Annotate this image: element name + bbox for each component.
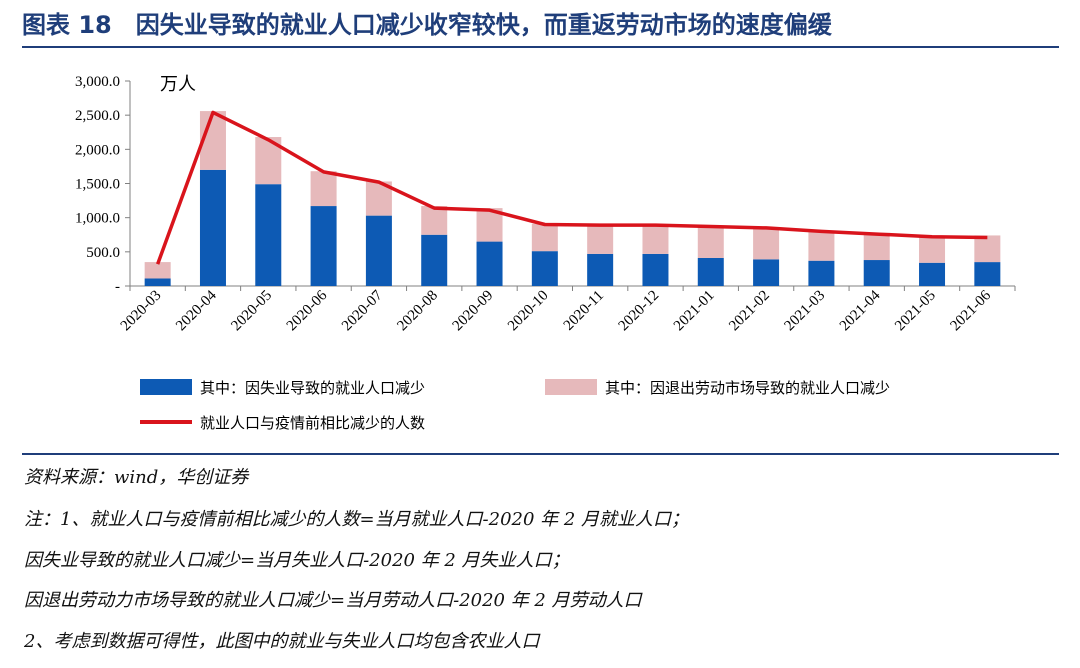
bar-exit <box>587 225 614 254</box>
x-tick-label: 2021-05 <box>892 288 939 335</box>
y-unit-label: 万人 <box>160 74 196 95</box>
x-tick-label: 2020-03 <box>118 288 165 335</box>
title-rule <box>22 46 1059 48</box>
bar-exit <box>919 237 946 263</box>
legend-line-label: 就业人口与疫情前相比减少的人数 <box>200 414 425 432</box>
x-tick-label: 2020-09 <box>450 288 497 335</box>
note-1: 注：1、就业人口与疫情前相比减少的人数=当月就业人口-2020 年 2 月就业人… <box>24 509 690 530</box>
bar-exit <box>697 227 724 258</box>
chart-line-layer <box>156 110 988 265</box>
legend-exit-label: 其中：因退出劳动市场导致的就业人口减少 <box>605 379 890 397</box>
bar-unemployment <box>642 253 669 286</box>
bar-exit <box>531 223 558 252</box>
y-tick-label: 2,000.0 <box>75 142 120 158</box>
bar-unemployment <box>808 260 835 286</box>
figure-title: 图表 18 因失业导致的就业人口减少收窄较快，而重返劳动市场的速度偏缓 <box>22 11 832 39</box>
x-tick-label: 2020-05 <box>228 288 275 335</box>
x-tick-label: 2020-08 <box>394 288 441 335</box>
bar-unemployment <box>697 257 724 286</box>
bar-exit <box>863 232 890 261</box>
bar-unemployment <box>863 260 890 286</box>
legend-unemployment-label: 其中：因失业导致的就业人口减少 <box>200 379 425 397</box>
x-tick-label: 2021-04 <box>837 287 884 334</box>
bar-unemployment <box>255 184 282 286</box>
bar-unemployment <box>531 251 558 286</box>
y-tick-label: - <box>115 279 120 295</box>
x-tick-label: 2021-03 <box>782 288 829 335</box>
x-tick-label: 2020-06 <box>284 287 331 334</box>
note-2: 因失业导致的就业人口减少=当月失业人口-2020 年 2 月失业人口； <box>24 550 570 571</box>
y-tick-label: 2,500.0 <box>75 108 120 124</box>
chart-legend: 其中：因失业导致的就业人口减少 其中：因退出劳动市场导致的就业人口减少就业人口与疫… <box>140 379 890 432</box>
bar-unemployment <box>753 259 780 286</box>
line-employment-decrease <box>156 110 988 265</box>
bar-exit <box>642 225 669 254</box>
x-tick-label: 2020-10 <box>505 288 552 335</box>
bar-unemployment <box>587 253 614 286</box>
bar-exit <box>421 206 448 235</box>
y-tick-label: 500.0 <box>86 245 120 261</box>
bar-exit <box>310 171 337 207</box>
chart-bars <box>144 111 1001 286</box>
bar-unemployment <box>421 234 448 286</box>
source-note: 资料来源：wind，华创证券 <box>24 467 249 488</box>
bar-unemployment <box>974 262 1001 286</box>
stacked-bar-line-chart: - 500.0 1,000.0 1,500.0 2,000.0 2,500.0 3,000.… <box>75 74 1016 432</box>
bar-unemployment <box>919 262 946 286</box>
y-tick-label: 3,000.0 <box>75 74 120 90</box>
bar-unemployment <box>199 169 226 286</box>
x-tick-label: 2020-07 <box>339 287 386 334</box>
x-tick-label: 2021-06 <box>948 287 995 334</box>
y-tick-label: 1,000.0 <box>75 211 120 227</box>
legend-exit-swatch <box>545 379 597 395</box>
bar-exit <box>974 235 1001 263</box>
x-tick-label: 2020-04 <box>173 287 220 334</box>
x-tick-label: 2021-02 <box>726 288 773 335</box>
bar-unemployment <box>144 278 171 286</box>
legend-unemployment-swatch <box>140 379 192 395</box>
bar-exit <box>753 227 780 260</box>
bar-exit <box>808 231 835 261</box>
bar-unemployment <box>310 206 337 286</box>
x-tick-label: 2020-11 <box>561 288 607 334</box>
note-4: 2、考虑到数据可得性，此图中的就业与失业人口均包含农业人口 <box>24 631 540 652</box>
bar-unemployment <box>476 241 503 286</box>
bar-unemployment <box>365 215 392 286</box>
note-3: 因退出劳动力市场导致的就业人口减少=当月劳动人口-2020 年 2 月劳动人口 <box>24 590 642 611</box>
x-tick-label: 2020-12 <box>616 288 663 335</box>
x-tick-label: 2021-01 <box>671 288 718 335</box>
y-tick-label: 1,500.0 <box>75 177 120 193</box>
notes-rule <box>22 453 1059 455</box>
bar-exit <box>144 262 171 279</box>
